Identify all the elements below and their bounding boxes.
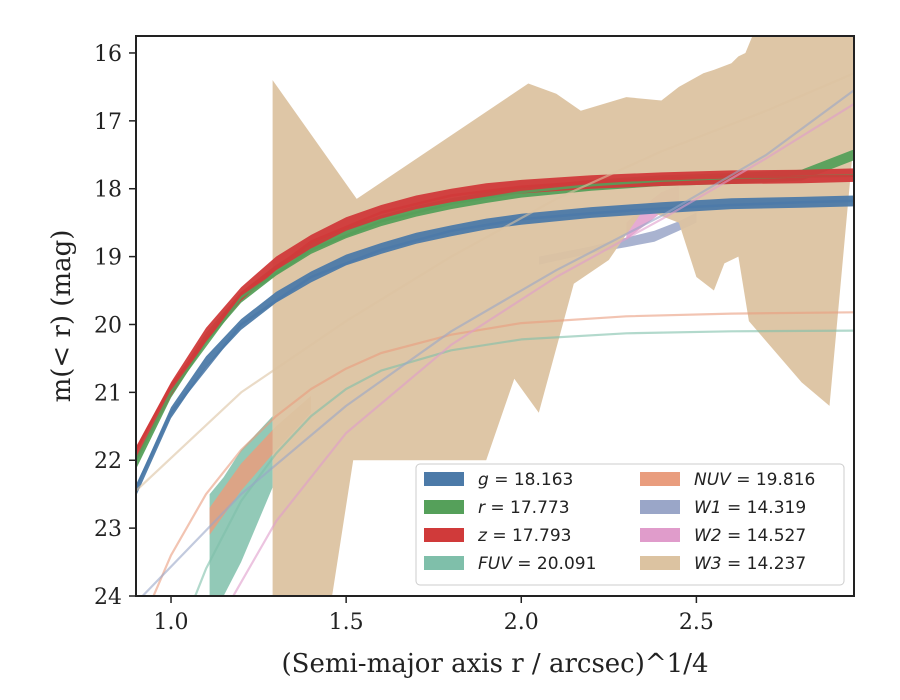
legend-label-z: z = 17.793 bbox=[477, 526, 571, 546]
y-tick-label: 16 bbox=[94, 42, 122, 67]
legend: g = 18.163 r = 17.773 z = 17.793 FUV = 20.0… bbox=[415, 463, 845, 586]
y-tick-label: 19 bbox=[94, 246, 122, 271]
legend-swatch-fuv bbox=[424, 556, 464, 570]
legend-label-w2: W2 = 14.527 bbox=[694, 526, 806, 546]
legend-label-g: g = 18.163 bbox=[478, 470, 573, 490]
legend-swatch-nuv bbox=[640, 472, 680, 486]
profile-curves bbox=[136, 149, 854, 497]
x-tick-label: 2.0 bbox=[504, 610, 539, 635]
legend-label-w1: W1 = 14.319 bbox=[694, 498, 806, 518]
y-axis-ticks: 16 17 18 19 20 21 22 23 24 bbox=[94, 42, 136, 610]
model-curves bbox=[136, 72, 854, 596]
y-tick-label: 23 bbox=[94, 517, 122, 542]
y-tick-label: 18 bbox=[94, 178, 122, 203]
legend-swatch-r bbox=[424, 500, 464, 514]
band-g-profile bbox=[136, 195, 854, 497]
legend-swatch-g bbox=[424, 472, 464, 486]
legend-label-fuv: FUV = 20.091 bbox=[478, 554, 596, 574]
band-w3-model-curve bbox=[136, 72, 854, 492]
band-nuv-model-curve bbox=[152, 311, 854, 596]
plot-frame bbox=[135, 35, 855, 597]
y-tick-label: 20 bbox=[94, 313, 122, 338]
legend-swatch-w3 bbox=[640, 556, 680, 570]
y-tick-label: 24 bbox=[94, 585, 122, 610]
x-axis-ticks: 1.0 1.5 2.0 2.5 bbox=[154, 596, 714, 635]
y-tick-label: 22 bbox=[94, 449, 122, 474]
legend-swatch-w2 bbox=[640, 528, 680, 542]
y-tick-label: 17 bbox=[94, 110, 122, 135]
band-fuv-model-curve bbox=[194, 329, 854, 596]
y-axis-label: m(< r) (mag) bbox=[47, 230, 77, 403]
band-w1-model-curve bbox=[141, 89, 854, 596]
x-tick-label: 1.5 bbox=[329, 610, 364, 635]
legend-frame bbox=[415, 463, 845, 586]
band-g-model-curve bbox=[136, 199, 854, 489]
band-z-profile bbox=[136, 168, 854, 461]
legend-swatch-z bbox=[424, 528, 464, 542]
x-axis-label: (Semi-major axis r / arcsec)^1/4 bbox=[281, 649, 708, 679]
x-tick-label: 2.5 bbox=[679, 610, 714, 635]
legend-label-nuv: NUV = 19.816 bbox=[694, 470, 815, 490]
legend-label-r: r = 17.773 bbox=[478, 498, 570, 518]
y-tick-label: 21 bbox=[94, 381, 122, 406]
legend-label-w3: W3 = 14.237 bbox=[694, 554, 806, 574]
legend-swatch-w1 bbox=[640, 500, 680, 514]
band-w2-model-curve bbox=[231, 102, 854, 596]
x-tick-label: 1.0 bbox=[154, 610, 189, 635]
band-z-model-curve bbox=[136, 174, 854, 452]
